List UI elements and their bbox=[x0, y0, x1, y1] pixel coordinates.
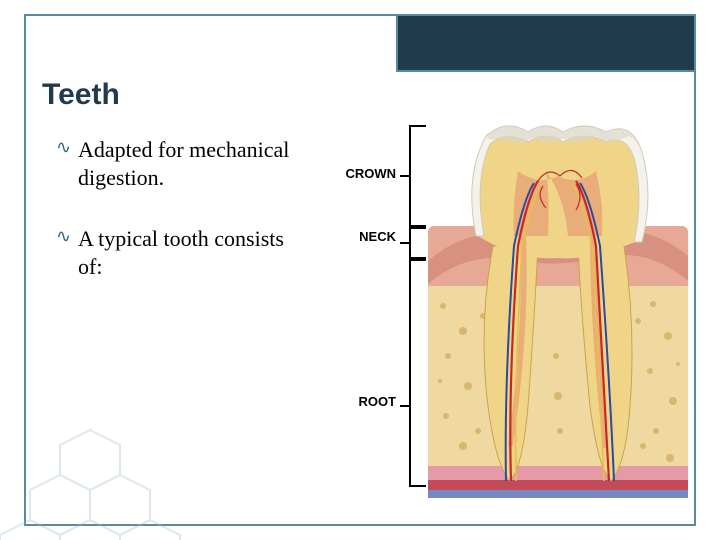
slide-title: Teeth bbox=[42, 78, 120, 112]
bracket-neck bbox=[400, 228, 426, 258]
bullet-item: A typical tooth consists of: bbox=[56, 225, 296, 280]
corner-accent-box bbox=[396, 14, 696, 72]
label-root: ROOT bbox=[358, 394, 396, 409]
label-neck: NECK bbox=[359, 229, 396, 244]
bullet-text: Adapted for mechanical digestion. bbox=[78, 137, 289, 190]
tissue-layer-1 bbox=[428, 466, 688, 480]
bullet-text: A typical tooth consists of: bbox=[78, 226, 284, 279]
bullet-item: Adapted for mechanical digestion. bbox=[56, 136, 296, 191]
label-crown: CROWN bbox=[345, 166, 396, 181]
bracket-crown bbox=[400, 126, 426, 226]
background-hex-pattern bbox=[0, 380, 260, 540]
bullet-list: Adapted for mechanical digestion. A typi… bbox=[56, 136, 296, 314]
tissue-layer-2 bbox=[428, 480, 688, 490]
tissue-layer-3 bbox=[428, 490, 688, 498]
tooth-diagram: CROWN NECK ROOT bbox=[328, 86, 688, 506]
bone-region bbox=[428, 286, 688, 466]
bracket-root bbox=[400, 260, 426, 486]
